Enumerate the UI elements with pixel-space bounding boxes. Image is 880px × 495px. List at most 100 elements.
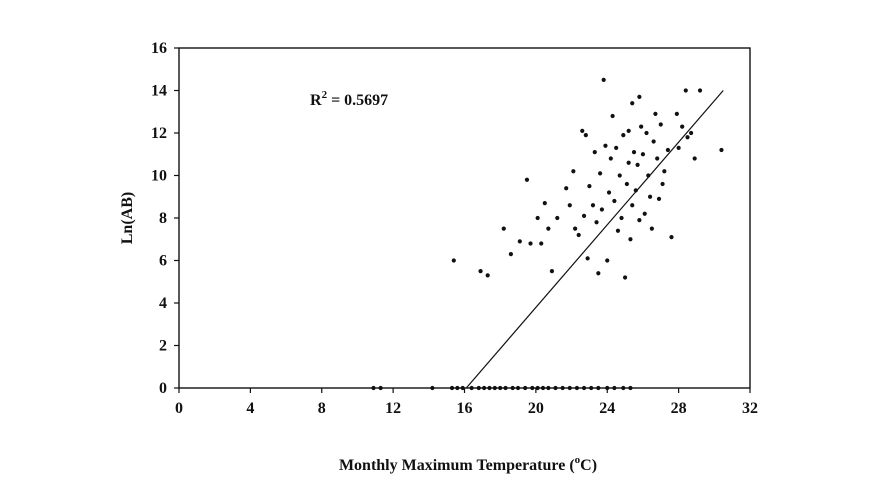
trendline-group (465, 90, 724, 389)
data-point (576, 232, 581, 238)
data-point (658, 122, 663, 127)
data-point (719, 147, 724, 153)
x-tick-label: 4 (246, 400, 254, 417)
data-point (571, 169, 576, 174)
y-tick-label: 0 (159, 380, 167, 397)
data-point (612, 198, 617, 204)
data-point (669, 235, 674, 240)
r-squared-annotation: R2 = 0.5697 (310, 89, 388, 109)
data-point (692, 156, 697, 161)
data-point (567, 203, 572, 208)
data-point (478, 269, 483, 274)
data-point (662, 169, 667, 174)
data-point (621, 133, 626, 138)
data-point (549, 269, 555, 274)
data-point (683, 88, 688, 93)
data-point (639, 124, 644, 129)
data-point (599, 207, 604, 212)
x-tick-label: 28 (671, 400, 687, 417)
data-point (601, 77, 606, 82)
x-axis-title: Monthly Maximum Temperature (oC) (339, 454, 597, 474)
data-point (596, 271, 601, 276)
data-point (542, 201, 547, 206)
data-point (626, 160, 631, 165)
y-tick-label: 14 (151, 83, 167, 100)
data-point (689, 130, 694, 136)
data-point (685, 135, 690, 140)
x-tick-label: 8 (318, 400, 326, 417)
data-point (647, 194, 653, 199)
data-point (539, 241, 544, 246)
data-points (371, 77, 724, 391)
data-point (644, 130, 649, 136)
data-point (524, 177, 530, 182)
data-point (573, 226, 578, 231)
x-tick-label: 20 (528, 400, 544, 417)
data-point (508, 252, 513, 257)
y-axis-title: Ln(AB) (119, 192, 136, 244)
trendline (465, 90, 724, 389)
data-point (608, 156, 613, 161)
data-point (665, 147, 671, 153)
data-point (535, 215, 540, 221)
data-point (605, 258, 610, 263)
data-point (580, 128, 585, 133)
data-point (617, 173, 622, 178)
data-point (628, 237, 633, 242)
data-point (635, 162, 640, 167)
data-point (637, 94, 642, 99)
x-tick-label: 0 (175, 400, 183, 417)
data-point (598, 171, 603, 176)
data-point (581, 213, 587, 218)
data-point (606, 190, 612, 195)
y-tick-label: 2 (159, 338, 167, 355)
x-tick-label: 32 (742, 400, 758, 417)
data-point (642, 211, 647, 216)
data-point (640, 152, 646, 157)
data-point (660, 181, 665, 187)
data-point (583, 133, 588, 138)
data-point (656, 196, 662, 201)
data-point (528, 241, 533, 246)
data-point (564, 186, 569, 191)
data-point (614, 145, 619, 150)
data-point (631, 150, 637, 155)
x-tick-label: 12 (385, 400, 401, 417)
y-tick-label: 6 (159, 253, 167, 270)
data-point (619, 215, 624, 221)
y-tick-label: 10 (151, 168, 167, 185)
x-tick-label: 24 (599, 400, 615, 417)
data-point (649, 226, 654, 231)
data-point (680, 124, 685, 129)
data-point (501, 226, 506, 231)
data-point (622, 275, 628, 280)
data-point (630, 101, 635, 106)
data-point (603, 143, 608, 148)
data-point (653, 111, 658, 116)
data-point (590, 203, 596, 208)
plot-frame (178, 47, 751, 389)
data-point (517, 239, 522, 244)
data-point (651, 139, 656, 144)
data-point (610, 113, 615, 119)
data-point (485, 273, 490, 278)
data-point (676, 145, 681, 150)
data-point (594, 220, 599, 225)
data-point (592, 150, 597, 155)
data-point (585, 256, 590, 261)
data-point (626, 128, 631, 133)
data-point (615, 228, 621, 233)
y-tick-label: 12 (151, 125, 167, 142)
data-point (546, 226, 551, 231)
y-tick-label: 4 (159, 295, 167, 312)
data-point (697, 88, 703, 93)
data-point (630, 203, 635, 208)
data-point (587, 184, 592, 189)
data-point (674, 111, 679, 116)
data-point (451, 258, 456, 263)
y-tick-label: 8 (159, 210, 167, 227)
data-point (637, 218, 642, 223)
y-tick-label: 16 (151, 40, 167, 57)
